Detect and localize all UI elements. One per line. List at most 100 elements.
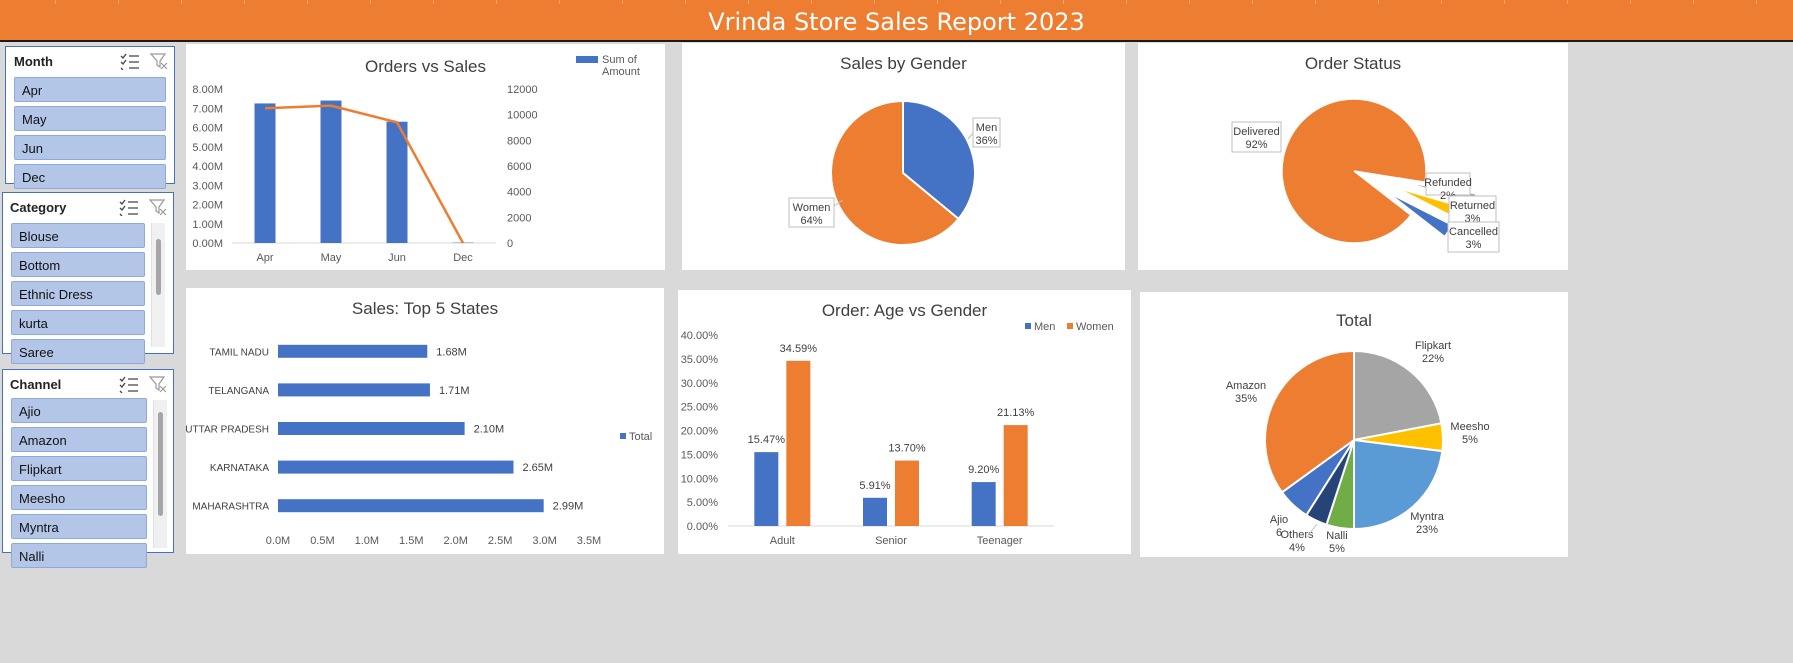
y-tick-label: 0.00M [192,238,223,250]
data-label: 5% [1329,543,1345,555]
bar-telangana [278,383,430,397]
y-tick-label: MAHARASHTRA [192,502,269,513]
data-label: Cancelled [1449,226,1498,238]
orders-vs-sales-chart[interactable]: Orders vs Sales 0.00M 1.00M 2.00M 3.00M 4.00… [186,44,665,270]
slicer-item-may[interactable]: May [14,106,166,131]
slicer-item-ethnic-dress[interactable]: Ethnic Dress [11,281,145,306]
legend-swatch [1025,323,1031,329]
slicer-item-meesho[interactable]: Meesho [11,485,147,510]
callout-box [788,197,835,228]
x-tick-label: 2.0M [443,535,467,547]
slicer-item-apr[interactable]: Apr [14,77,166,102]
channel-slicer[interactable]: Channel Ajio Amazon Flipkart Meesho Mynt… [2,369,174,568]
header-gridline [622,0,623,4]
header-gridline [1315,0,1316,4]
slicer-item-nalli[interactable]: Nalli [11,543,147,568]
y-tick-label: UTTAR PRADESH [186,425,269,436]
report-header: Vrinda Store Sales Report 2023 [0,0,1793,42]
header-gridline [559,0,560,4]
order-status-chart[interactable]: Order Status Delivered 92% Refunded 2% Retur… [1138,43,1568,270]
data-label: 23% [1416,524,1438,536]
header-gridline [1630,0,1631,4]
chart-title: Sales: Top 5 States [351,299,499,318]
x-tick-label: 0.0M [266,535,290,547]
report-title: Vrinda Store Sales Report 2023 [708,8,1085,36]
scrollbar-thumb[interactable] [156,239,161,295]
data-label: 35% [1235,393,1257,405]
legend-label: Amount [602,66,640,78]
y-tick-label: TAMIL NADU [210,347,269,358]
top-5-states-plot: TAMIL NADU 1.68M TELANGANA 1.71M UTTAR PRADE… [186,344,652,547]
callout-box [1447,221,1500,253]
x-tick-label: Dec [453,252,473,264]
slicer-item-myntra[interactable]: Myntra [11,514,147,539]
category-slicer[interactable]: Category Blouse Bottom Ethnic Dress kurt… [2,192,174,364]
chart-title: Order: Age vs Gender [821,301,988,320]
bar-women-teenager [1003,425,1028,526]
multiselect-icon[interactable] [118,198,140,216]
data-label: Men [976,122,997,134]
x-tick-label: 2.5M [488,535,512,547]
bar-uttar-pradesh [278,422,465,435]
slicer-title: Channel [10,377,62,392]
slicer-title: Category [10,200,67,215]
slicer-item-blouse[interactable]: Blouse [11,223,145,248]
header-gridline [811,0,812,4]
slicer-item-flipkart[interactable]: Flipkart [11,456,147,481]
age-vs-gender-chart[interactable]: Order: Age vs Gender 0.00% 5.00% 10.00% 15.… [678,290,1131,554]
y-tick-label: 8.00M [192,84,223,96]
multiselect-icon[interactable] [119,52,141,70]
bar-tamil-nadu [278,344,428,358]
slicer-item-ajio[interactable]: Ajio [11,398,147,423]
multiselect-icon[interactable] [118,375,140,393]
order-status-plot: Delivered92%Refunded2%Returned3%Cancelle… [1231,98,1500,253]
y-tick-label: 3.00M [192,180,223,192]
clear-filter-icon[interactable] [149,52,169,70]
x-tick-label: Teenager [977,535,1023,547]
data-label: Refunded [1424,177,1472,189]
top-5-states-chart[interactable]: Sales: Top 5 States TAMIL NADU 1.68M TELAN… [186,288,664,554]
data-label: 34.59% [780,343,818,355]
slicer-item-kurta[interactable]: kurta [11,310,145,335]
bar-apr [254,103,276,243]
y-tick-label: 30.00% [681,378,719,390]
legend-label: Women [1076,321,1114,333]
bar-men-senior [863,497,887,526]
chart-title: Orders vs Sales [365,57,486,76]
data-label: 2.10M [474,424,505,436]
data-label: Myntra [1410,511,1445,523]
data-label: 6 [1276,527,1282,539]
slicer-item-bottom[interactable]: Bottom [11,252,145,277]
clear-filter-icon[interactable] [148,198,168,216]
slicer-item-dec[interactable]: Dec [14,164,166,189]
sales-by-gender-chart[interactable]: Sales by Gender Men 36% Women 64% [682,43,1125,270]
scrollbar-thumb[interactable] [158,412,163,516]
total-by-channel-chart[interactable]: Total Flipkart 22% Meesho 5% Myntra 23% Nalli 5… [1140,292,1568,557]
header-gridline [181,0,182,4]
slicer-item-jun[interactable]: Jun [14,135,166,160]
data-label: 36% [975,135,997,147]
y2-tick-label: 10000 [507,110,538,122]
data-label: Returned [1450,200,1495,212]
y-tick-label: 15.00% [681,449,719,461]
slice-men [902,99,976,221]
slicer-header: Channel [3,370,173,398]
y-tick-label: 0.00% [687,521,718,533]
data-label: 92% [1245,139,1267,151]
slicer-scrollbar[interactable] [153,400,167,548]
y-tick-label: 25.00% [681,402,719,414]
header-gridline [1693,0,1694,4]
data-label: 13.70% [888,443,926,455]
slicer-scrollbar[interactable] [151,223,165,347]
data-label: Others [1280,529,1314,541]
slicer-items: Blouse Bottom Ethnic Dress kurta Saree [11,223,145,368]
total-by-channel-plot: Flipkart22%Meesho5%Myntra23%Nalli5%Other… [1226,340,1490,555]
slicer-item-amazon[interactable]: Amazon [11,427,147,452]
header-gridline [685,0,686,4]
data-label: Ajio [1270,514,1288,526]
slicer-items: Apr May Jun Dec [14,77,166,193]
legend-swatch [620,433,626,439]
month-slicer[interactable]: Month Apr May Jun Dec [5,46,175,189]
clear-filter-icon[interactable] [148,375,168,393]
slicer-item-saree[interactable]: Saree [11,339,145,364]
